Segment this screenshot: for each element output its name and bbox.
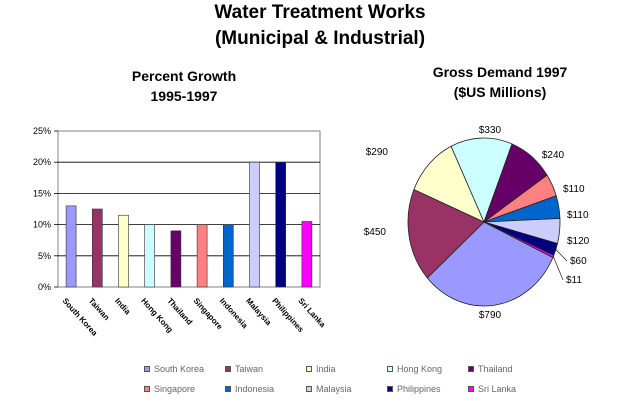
bar bbox=[223, 224, 234, 288]
bar-chart-title: Percent Growth bbox=[131, 68, 237, 84]
legend-label: South Korea bbox=[154, 364, 205, 374]
legend-item: Malaysia bbox=[306, 384, 352, 394]
legend-swatch bbox=[225, 366, 231, 372]
bar bbox=[92, 208, 103, 288]
pie-slice-label: $290 bbox=[366, 147, 389, 158]
legend-swatch bbox=[387, 386, 393, 392]
pie-slice bbox=[483, 221, 555, 259]
pie-slice-label: $450 bbox=[364, 227, 387, 238]
legend-label: India bbox=[316, 364, 336, 374]
legend-label: Singapore bbox=[154, 384, 196, 394]
legend-item: South Korea bbox=[144, 364, 204, 374]
legend-label: Malaysia bbox=[316, 384, 352, 394]
y-tick-label: 5% bbox=[38, 251, 51, 261]
pie-slice bbox=[450, 137, 513, 224]
legend-swatch bbox=[225, 386, 231, 392]
legend-swatch bbox=[306, 366, 312, 372]
bar bbox=[249, 161, 260, 288]
legend-item: Sri Lanka bbox=[468, 384, 516, 394]
pie-slice-label: $110 bbox=[563, 184, 585, 195]
y-tick-label: 20% bbox=[33, 157, 51, 167]
y-tick-label: 0% bbox=[38, 282, 51, 292]
legend-item: Taiwan bbox=[225, 364, 263, 374]
pie-slice bbox=[426, 221, 554, 307]
y-tick-label: 25% bbox=[33, 126, 51, 136]
legend-item: India bbox=[306, 364, 336, 374]
pie-chart-subtitle: ($US Millions) bbox=[453, 84, 547, 100]
legend-swatch bbox=[468, 366, 474, 372]
bar bbox=[118, 214, 129, 288]
bar bbox=[65, 205, 77, 288]
main-subtitle: (Municipal & Industrial) bbox=[214, 28, 426, 49]
x-tick-label: India bbox=[113, 296, 133, 316]
pie-leader-line bbox=[553, 256, 564, 281]
legend-swatch bbox=[144, 386, 150, 392]
pie-slice-label: $110 bbox=[567, 210, 589, 221]
bar bbox=[196, 224, 208, 288]
legend-label: Thailand bbox=[478, 364, 513, 374]
legend-item: Philippines bbox=[387, 384, 441, 394]
legend-item: Thailand bbox=[468, 364, 513, 374]
pie-slice-label: $120 bbox=[567, 236, 590, 247]
pie-slice-label: $60 bbox=[570, 256, 587, 267]
pie-slice-label: $790 bbox=[479, 310, 502, 321]
bar-chart-subtitle: 1995-1997 bbox=[150, 88, 218, 104]
pie-slice-label: $330 bbox=[479, 125, 502, 136]
legend-item: Hong Kong bbox=[387, 364, 442, 374]
legend-label: Philippines bbox=[397, 384, 441, 394]
pie-leader-line bbox=[555, 249, 568, 262]
legend-item: Indonesia bbox=[225, 384, 274, 394]
bar bbox=[144, 224, 155, 288]
legend-swatch bbox=[306, 386, 312, 392]
legend-label: Taiwan bbox=[235, 364, 264, 374]
legend-swatch bbox=[144, 366, 150, 372]
bar bbox=[170, 230, 182, 288]
pie-slice-label: $240 bbox=[542, 150, 565, 161]
pie-slice bbox=[407, 188, 485, 279]
legend-label: Sri Lanka bbox=[478, 384, 517, 394]
legend-label: Hong Kong bbox=[397, 364, 443, 374]
bar bbox=[301, 221, 313, 288]
pie-chart-title: Gross Demand 1997 bbox=[432, 64, 568, 80]
y-tick-label: 10% bbox=[33, 220, 51, 230]
main-title: Water Treatment Works bbox=[214, 2, 426, 23]
x-tick-label: Taiwan bbox=[87, 296, 112, 322]
legend-swatch bbox=[387, 366, 393, 372]
legend-label: Indonesia bbox=[235, 384, 275, 394]
y-tick-label: 15% bbox=[33, 188, 51, 198]
legend-item: Singapore bbox=[144, 384, 195, 394]
pie-slice-label: $11 bbox=[566, 275, 582, 286]
bar bbox=[275, 161, 287, 288]
legend-swatch bbox=[468, 386, 474, 392]
